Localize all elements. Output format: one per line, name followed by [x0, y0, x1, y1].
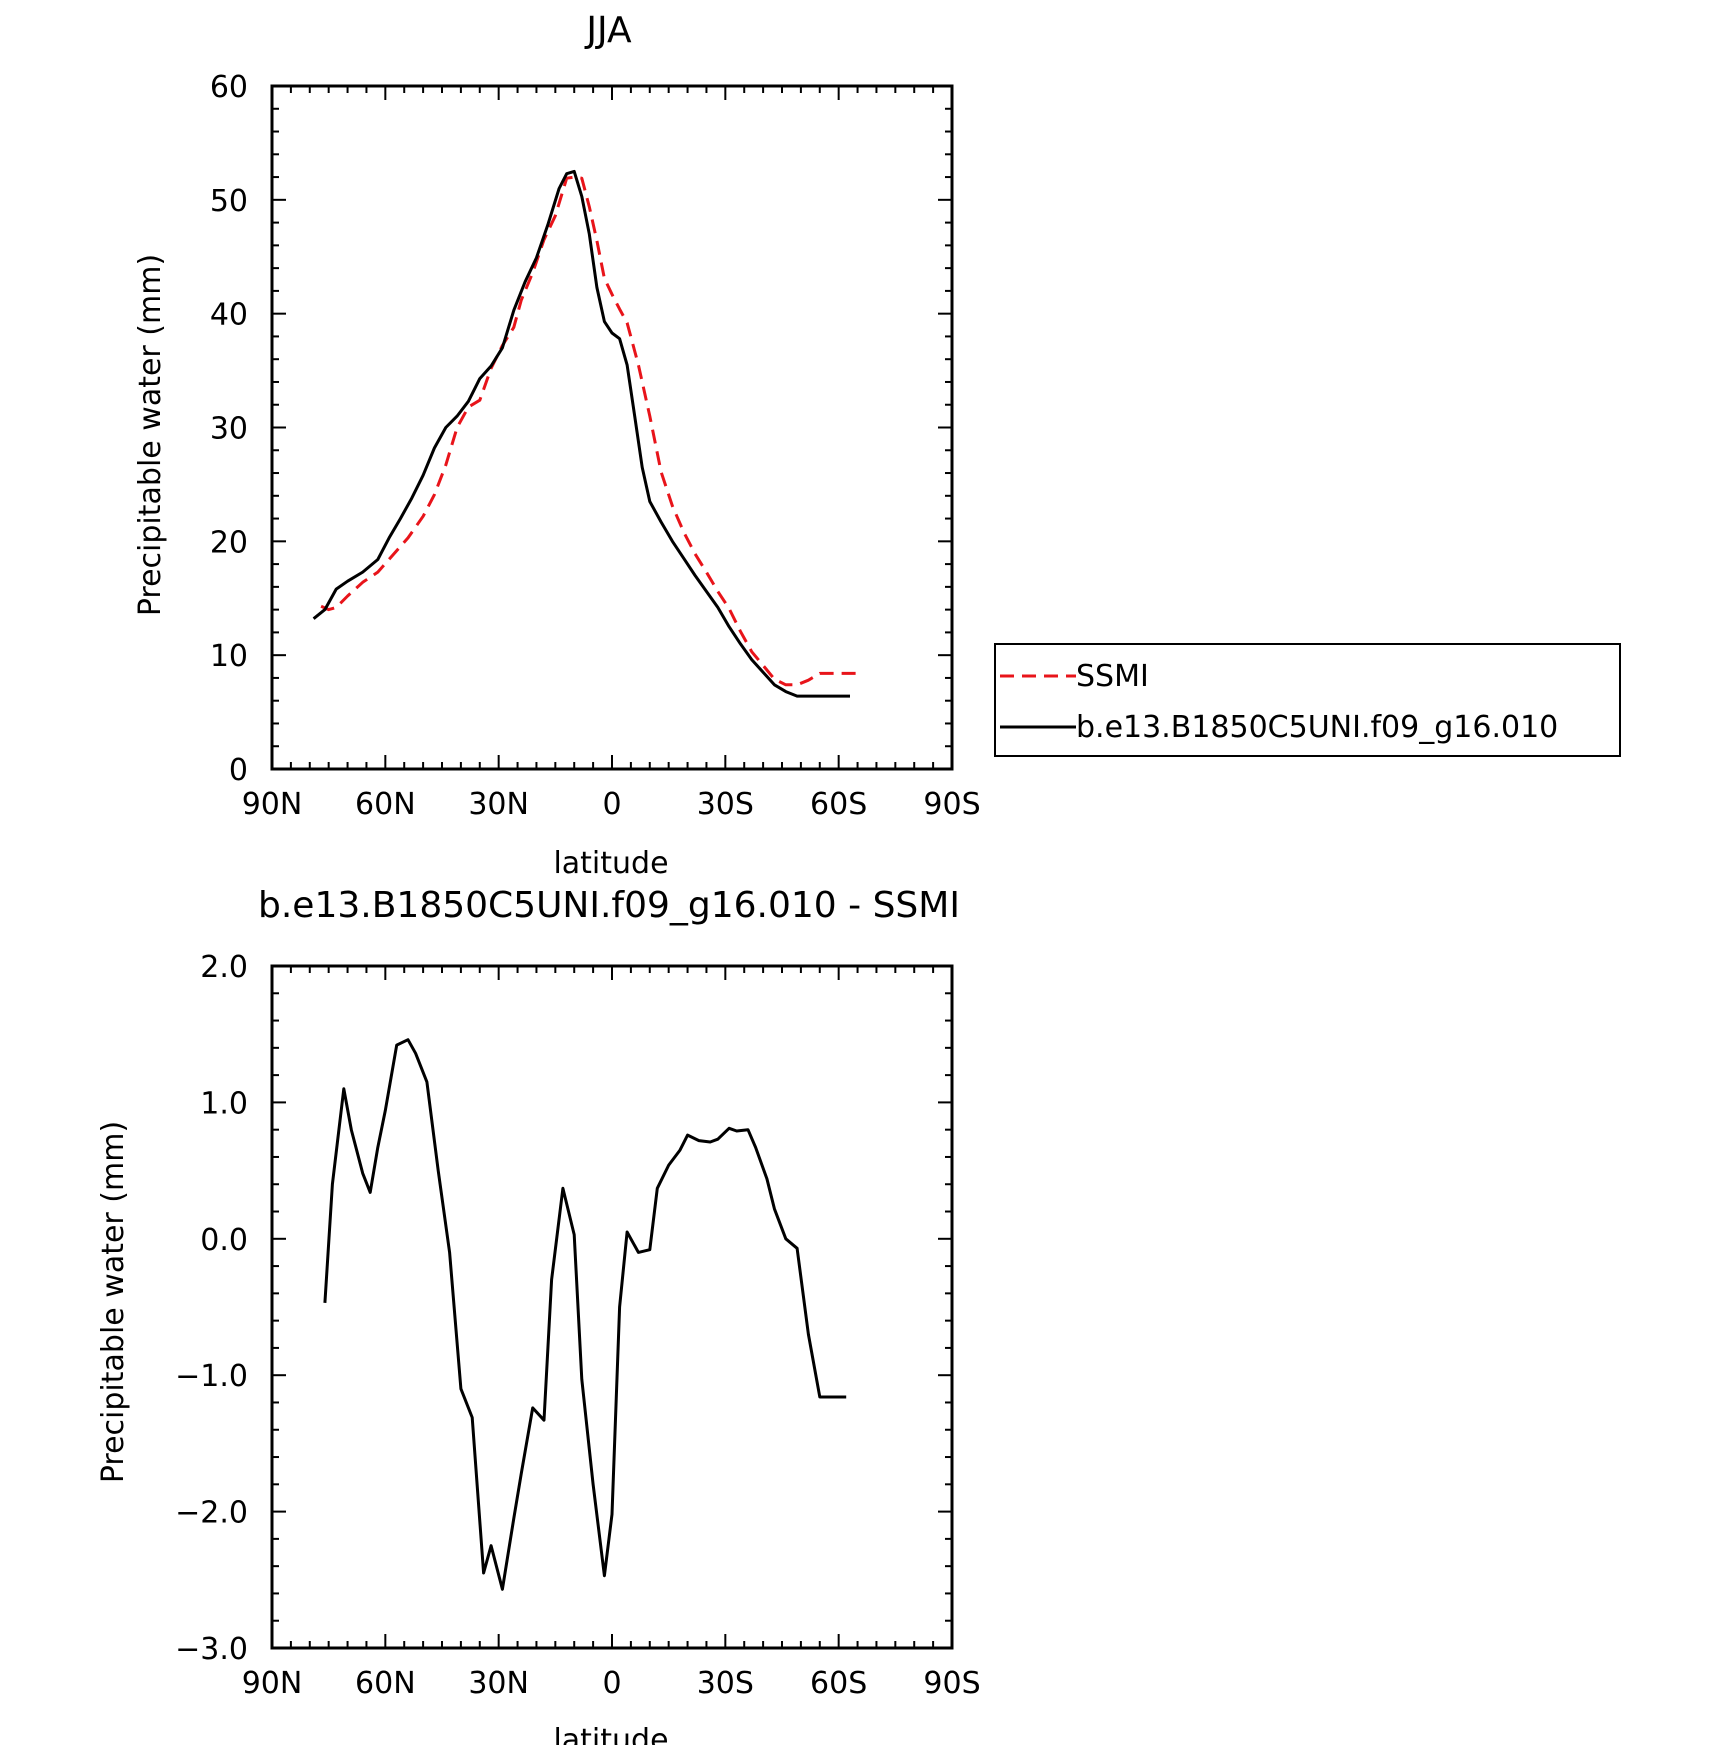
y-tick-label: 60: [210, 70, 248, 105]
top-panel-series-line-ssmi: [320, 175, 862, 687]
top-panel-y-axis-label: Precipitable water (mm): [133, 254, 168, 616]
y-tick-label: 20: [210, 525, 248, 560]
top-panel: JJA Precipitable water (mm) latitude 90N…: [133, 10, 981, 881]
x-tick-label: 90S: [923, 787, 980, 822]
x-tick-label: 0: [602, 787, 621, 822]
y-tick-label: 10: [210, 639, 248, 674]
x-tick-label: 90S: [923, 1666, 980, 1701]
legend: SSMI b.e13.B1850C5UNI.f09_g16.010: [994, 643, 1621, 757]
bottom-panel-series-line-model: [323, 1038, 847, 1591]
y-tick-label: 40: [210, 298, 248, 333]
x-tick-label: 30N: [468, 1666, 529, 1701]
y-tick-label: 30: [210, 412, 248, 447]
y-tick-label: −1.0: [175, 1359, 248, 1394]
y-tick-label: 1.0: [200, 1086, 248, 1121]
x-tick-label: 90N: [242, 787, 303, 822]
x-tick-label: 60S: [810, 787, 867, 822]
x-tick-label: 30S: [697, 1666, 754, 1701]
bottom-panel-x-axis-label: latitude: [553, 1723, 668, 1745]
x-tick-label: 90N: [242, 1666, 303, 1701]
legend-label-ssmi: SSMI: [1076, 659, 1149, 694]
bottom-panel-title: b.e13.B1850C5UNI.f09_g16.010 - SSMI: [258, 885, 960, 926]
legend-box: [994, 643, 1621, 757]
x-tick-label: 60N: [355, 787, 416, 822]
y-tick-label: 0.0: [200, 1223, 248, 1258]
top-panel-series-line-model: [312, 169, 850, 698]
y-tick-label: 2.0: [200, 950, 248, 985]
top-panel-frame: [270, 84, 954, 771]
bottom-panel-y-axis-label: Precipitable water (mm): [96, 1121, 131, 1483]
x-tick-label: 0: [602, 1666, 621, 1701]
y-tick-label: 0: [229, 753, 248, 788]
bottom-panel-frame: [270, 964, 954, 1650]
y-tick-label: 50: [210, 184, 248, 219]
legend-label-model: b.e13.B1850C5UNI.f09_g16.010: [1076, 710, 1558, 745]
x-tick-label: 30S: [697, 787, 754, 822]
x-tick-label: 30N: [468, 787, 529, 822]
bottom-panel: b.e13.B1850C5UNI.f09_g16.010 - SSMI Prec…: [96, 885, 981, 1750]
top-panel-tick-labels: 90N 60N 30N 0 30S 60S 90S 0 10 20 30 40 50 60: [210, 70, 981, 822]
bottom-panel-series: [323, 1038, 847, 1591]
bottom-panel-tick-labels: 90N 60N 30N 0 30S 60S 90S −3.0 −2.0 −1.0 0.0 1.0 2.0: [175, 950, 980, 1701]
top-panel-x-axis-label: latitude: [553, 846, 668, 881]
x-tick-label: 60S: [810, 1666, 867, 1701]
y-tick-label: −2.0: [175, 1496, 248, 1531]
x-tick-label: 60N: [355, 1666, 416, 1701]
y-tick-label: −3.0: [175, 1632, 248, 1667]
top-panel-series: [312, 169, 862, 698]
top-panel-title: JJA: [584, 10, 632, 51]
